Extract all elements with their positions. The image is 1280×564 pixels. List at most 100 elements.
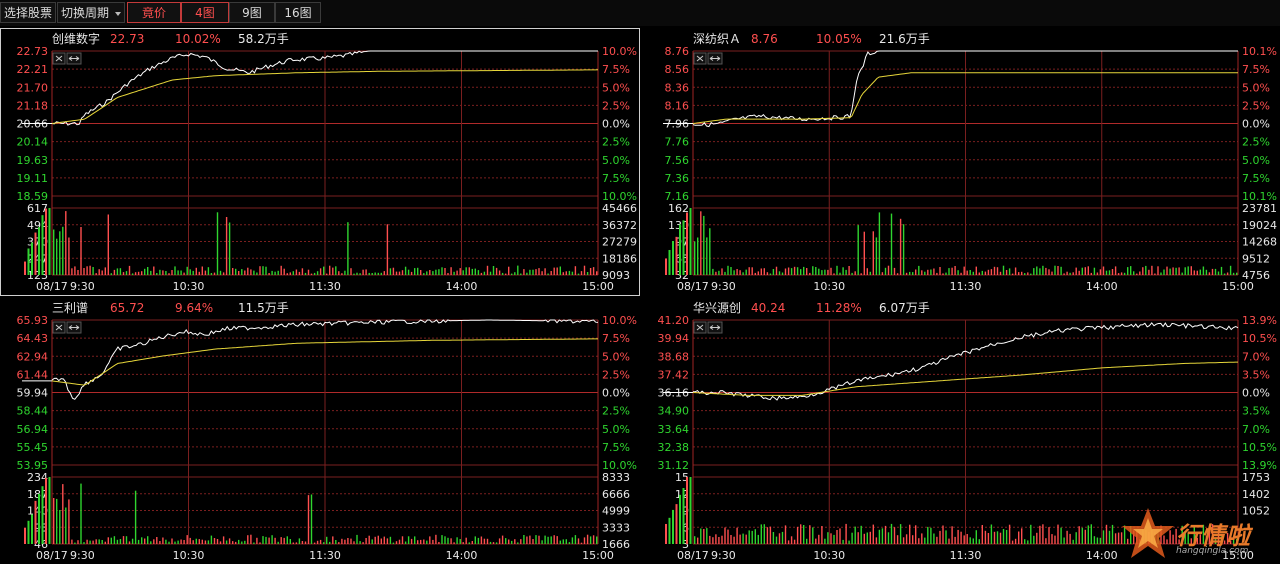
select-stock-button[interactable]: 选择股票 [0, 2, 56, 23]
auction-button[interactable]: 竟价 [127, 2, 181, 23]
volume-bar [1199, 534, 1201, 544]
volume-bar [374, 536, 376, 544]
volume-bar [316, 271, 319, 275]
volume-bar [966, 270, 968, 275]
volume-bar [177, 270, 179, 275]
volume-bar [583, 265, 586, 275]
volume-bar [860, 525, 862, 544]
volume-bar [996, 531, 999, 544]
volume-bar [517, 542, 519, 544]
volume-bar [323, 542, 325, 544]
volume-bar [863, 533, 865, 544]
view-4-button[interactable]: 4图 [181, 2, 229, 23]
volume-bar [763, 268, 765, 275]
volume-bar [101, 540, 103, 544]
volume-bar [68, 499, 70, 544]
volume-bar [927, 269, 929, 275]
volume-bar [700, 528, 702, 544]
auction-volume-bar [48, 477, 51, 544]
volume-bar [1021, 271, 1023, 275]
volume-bar [529, 269, 531, 275]
view-16-button[interactable]: 16图 [275, 2, 321, 23]
volume-bar [338, 271, 340, 275]
volume-bar [757, 271, 759, 275]
close-icon-glyph [55, 55, 63, 62]
volume-bar [441, 267, 443, 275]
volume-bar [984, 271, 987, 275]
volume-bar [1108, 270, 1111, 275]
volume-bar [508, 266, 510, 275]
volume-bar [110, 273, 112, 275]
expand-icon-glyph [709, 56, 721, 61]
volume-bar [286, 536, 288, 544]
volume-bar [450, 267, 452, 275]
switch-period-dropdown[interactable]: 切换周期 [57, 2, 125, 23]
volume-bar [1051, 271, 1053, 275]
volume-bar [727, 265, 729, 275]
volume-bar [347, 538, 349, 544]
volume-bar [596, 271, 598, 275]
volume-bar [274, 537, 276, 544]
volume-bar [474, 536, 476, 544]
volume-bar [1114, 533, 1117, 544]
price-tick-label: 22.21 [17, 63, 49, 76]
volume-bar [556, 536, 558, 544]
volume-bar [332, 267, 334, 275]
price-tick-label: 20.14 [17, 136, 49, 149]
volume-bar [812, 266, 814, 275]
volume-bar [854, 271, 856, 275]
volume-bar [177, 540, 179, 544]
volume-bar [244, 540, 246, 544]
volume-bar [981, 270, 983, 275]
volume-bar [538, 535, 540, 544]
volume-bar [1078, 526, 1080, 544]
volume-bar [420, 270, 422, 275]
volume-bar [262, 266, 264, 275]
volume-bar [389, 536, 392, 544]
volume-bar [778, 533, 781, 544]
volume-bar [304, 541, 307, 544]
volume-bar [235, 268, 237, 275]
volume-bar [486, 538, 489, 544]
volume-bar [806, 538, 808, 544]
volume-bar [815, 538, 817, 544]
volume-bar [1181, 525, 1183, 544]
volume-bar [893, 527, 896, 544]
volume-bar [1154, 273, 1156, 275]
volume-bar [198, 271, 200, 275]
volume-bar [586, 272, 589, 275]
volume-bar [238, 271, 240, 275]
volume-bar [204, 540, 207, 544]
volume-bar [830, 533, 832, 544]
volume-bar [1226, 272, 1229, 275]
time-label: 15:00 [582, 549, 614, 562]
volume-bar [589, 268, 592, 275]
volume-bar [489, 541, 492, 544]
amount-tick-label: 9093 [602, 269, 630, 282]
volume-bar [803, 525, 805, 544]
volume-bar [887, 265, 890, 275]
volume-bar [1099, 537, 1102, 544]
volume-bar [101, 270, 103, 275]
volume-bar [459, 539, 461, 544]
volume-bar [156, 273, 158, 275]
volume-bar [881, 272, 884, 275]
volume-bar [957, 529, 959, 544]
volume-bar [550, 271, 552, 275]
volume-bar [526, 536, 528, 544]
chart-panel: 三利谱 65.72 9.64% 11.5万手 65.93 64.43 62.94 61.44 5… [17, 301, 637, 562]
volume-bar [377, 272, 379, 275]
view-9-button[interactable]: 9图 [229, 2, 275, 23]
volume-bar [884, 267, 887, 275]
volume-bar [984, 530, 987, 544]
stock-change-pct: 9.64% [175, 301, 213, 315]
pct-tick-label: 10.5% [1242, 441, 1277, 454]
volume-bar [423, 539, 425, 544]
auction-volume-bar [41, 215, 44, 275]
volume-bar [77, 540, 79, 544]
volume-bar [724, 271, 726, 275]
volume-bar [547, 536, 549, 544]
volume-bar [993, 531, 996, 544]
volume-bar [966, 534, 968, 544]
volume-bar [386, 224, 389, 275]
